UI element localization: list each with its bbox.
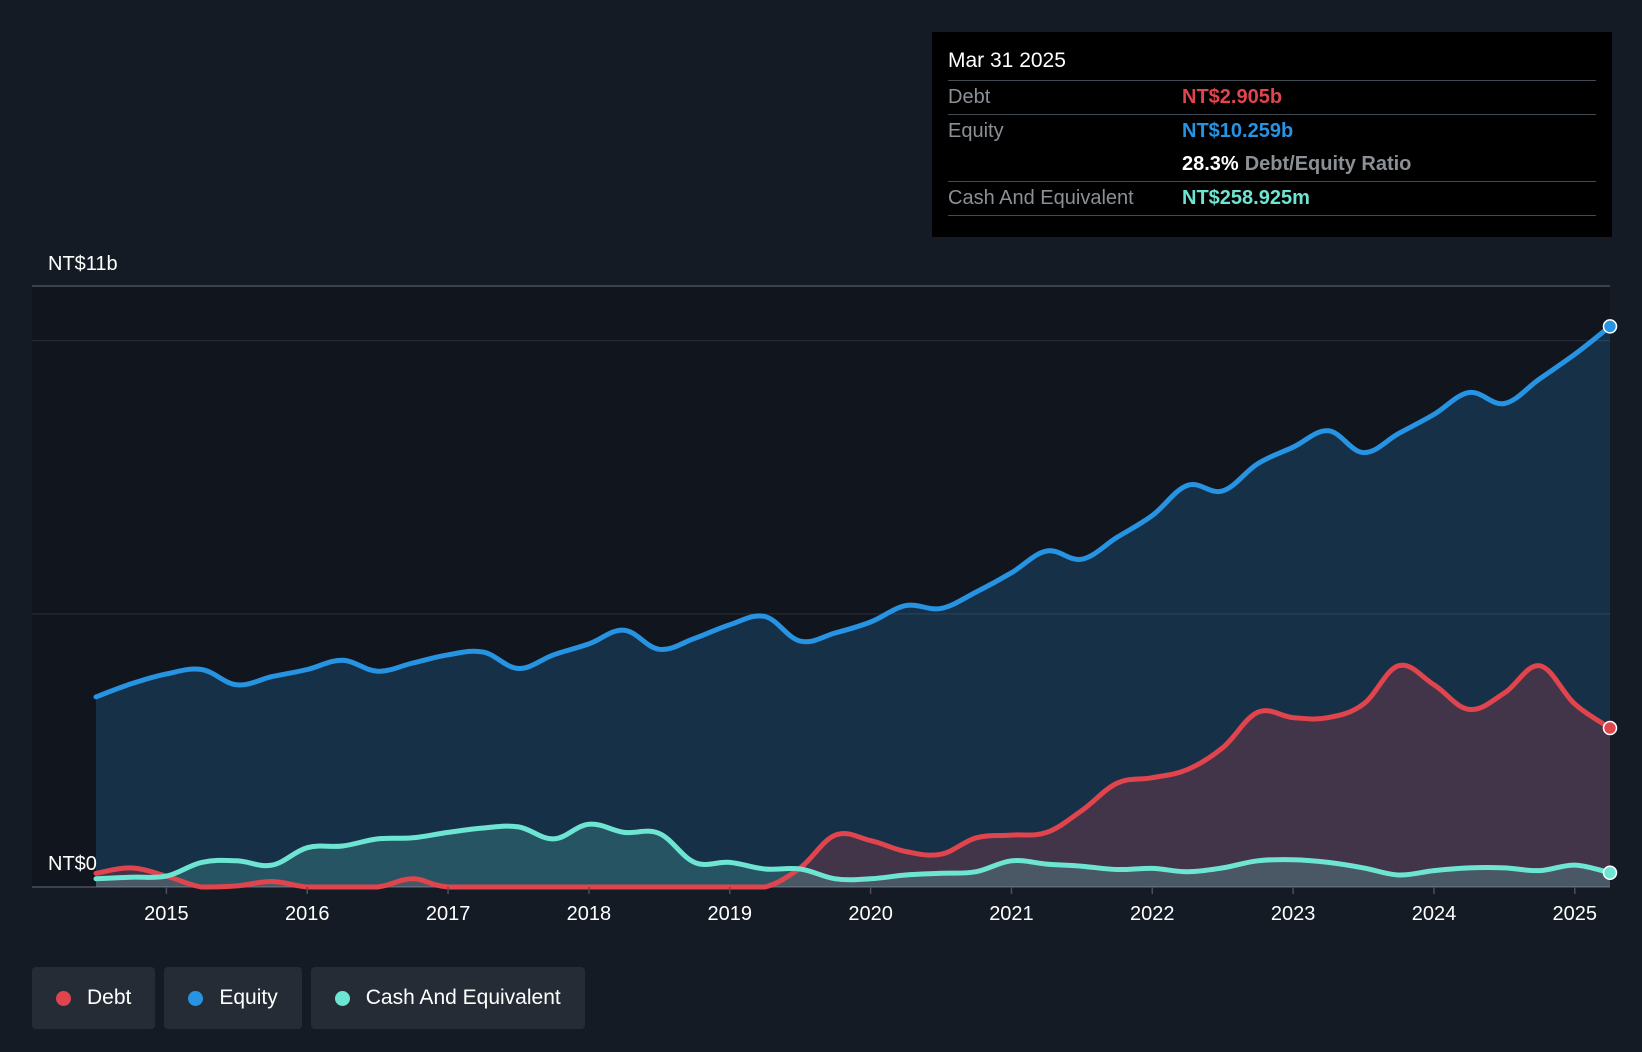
- legend-label-debt: Debt: [87, 986, 132, 1009]
- series-areas: [96, 326, 1610, 887]
- x-tick-label-2019: 2019: [708, 903, 753, 925]
- equity-line: [93, 323, 1613, 700]
- tooltip-equity-value: NT$10.259b: [1182, 120, 1294, 142]
- debt-line: [93, 662, 1613, 890]
- tooltip-ratio-label: Debt/Equity Ratio: [1244, 153, 1412, 175]
- tooltip-debt-row: Debt NT$2.905b: [948, 80, 1596, 114]
- cash-area: [96, 824, 1610, 887]
- legend-item-debt[interactable]: Debt: [32, 967, 156, 1029]
- chart-legend: Debt Equity Cash And Equivalent: [32, 967, 585, 1029]
- legend-dot-cash-icon: [334, 990, 350, 1006]
- x-tick-label-2024: 2024: [1412, 903, 1457, 925]
- tooltip-debt-label: Debt: [948, 86, 991, 108]
- legend-label-cash: Cash And Equivalent: [365, 986, 561, 1009]
- plot-background: [32, 286, 1610, 887]
- series-lines: [93, 323, 1613, 890]
- equity-end-marker: [1602, 319, 1618, 334]
- debt-end-marker: [1602, 720, 1618, 736]
- legend-dot-debt-icon: [56, 990, 71, 1006]
- tooltip-equity-label: Equity: [948, 120, 1004, 142]
- x-tick-label-2017: 2017: [426, 903, 471, 925]
- tooltip-equity-row: Equity NT$10.259b: [948, 114, 1596, 148]
- tooltip-cash-value: NT$258.925m: [1182, 187, 1310, 209]
- tooltip-date: Mar 31 2025: [948, 49, 1066, 72]
- tooltip-panel: Mar 31 2025 Debt NT$2.905b Equity NT$10.…: [932, 32, 1612, 237]
- tooltip-ratio-value: 28.3%: [1182, 153, 1239, 175]
- equity-area: [96, 326, 1610, 887]
- x-tick-label-2022: 2022: [1130, 903, 1175, 925]
- legend-label-equity: Equity: [219, 986, 278, 1009]
- debt-area: [96, 665, 1610, 887]
- x-tick-label-2025: 2025: [1553, 903, 1598, 925]
- tooltip-ratio-row: 28.3% Debt/Equity Ratio: [948, 148, 1596, 181]
- tooltip-cash-label: Cash And Equivalent: [948, 187, 1134, 209]
- x-axis-ticks: 2015 2016 2017 2018 2019 2020 2021 2022 2023 2024…: [144, 887, 1597, 925]
- x-tick-label-2020: 2020: [848, 903, 893, 925]
- y-axis-top-label: NT$11b: [48, 253, 118, 275]
- tooltip-debt-value: NT$2.905b: [1182, 86, 1283, 108]
- x-tick-label-2021: 2021: [989, 903, 1034, 925]
- x-tick-label-2016: 2016: [285, 903, 330, 925]
- x-tick-label-2023: 2023: [1271, 903, 1316, 925]
- end-markers: [1602, 319, 1618, 881]
- legend-item-cash[interactable]: Cash And Equivalent: [310, 967, 585, 1029]
- legend-dot-equity-icon: [188, 990, 204, 1006]
- y-axis-bottom-label: NT$0: [48, 853, 97, 875]
- cash-line: [93, 821, 1613, 883]
- x-tick-label-2015: 2015: [144, 903, 189, 925]
- x-tick-label-2018: 2018: [567, 903, 612, 925]
- legend-item-equity[interactable]: Equity: [164, 967, 302, 1029]
- tooltip-cash-row: Cash And Equivalent NT$258.925m: [948, 181, 1596, 216]
- cash-end-marker: [1602, 865, 1618, 881]
